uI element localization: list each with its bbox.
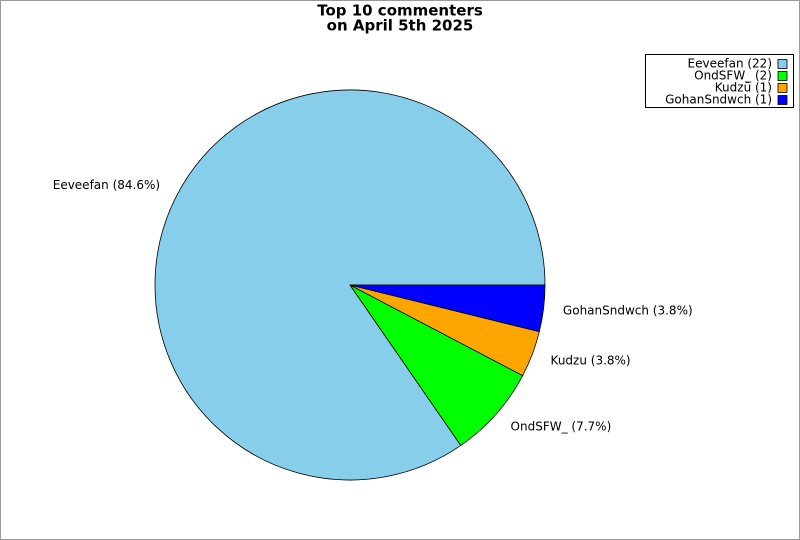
pie-slice: [349, 284, 546, 333]
legend-swatch: [777, 95, 788, 105]
legend-swatch: [777, 71, 788, 81]
slice-label: OndSFW_ (7.7%): [511, 420, 612, 434]
slice-label: Eeveefan (84.6%): [53, 178, 160, 192]
pie-slice: [349, 284, 524, 447]
chart-subtitle: on April 5th 2025: [327, 17, 474, 35]
legend-label: GohanSndwch (1): [665, 93, 772, 107]
legend-label: Kudzū (1): [715, 81, 772, 95]
legend-box: [645, 54, 794, 108]
slice-label: Kudzu (3.8%): [551, 354, 631, 368]
legend-label: OndSFW_ (2): [694, 69, 772, 83]
slice-label: GohanSndwch (3.8%): [563, 303, 693, 317]
legend-label: Eeveefan (22): [688, 57, 772, 71]
chart-title: Top 10 commenters: [317, 2, 483, 20]
legend-swatch: [777, 59, 788, 69]
legend-swatch: [777, 83, 788, 93]
